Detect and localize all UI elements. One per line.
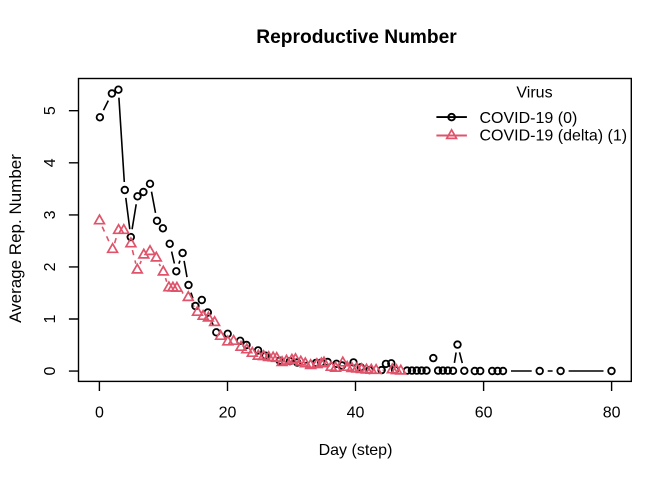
svg-text:3: 3 <box>42 210 59 219</box>
svg-text:20: 20 <box>219 404 237 421</box>
svg-text:0: 0 <box>42 367 59 376</box>
svg-text:2: 2 <box>42 262 59 271</box>
svg-text:80: 80 <box>603 404 621 421</box>
svg-text:0: 0 <box>95 404 104 421</box>
svg-text:Reproductive Number: Reproductive Number <box>256 27 457 48</box>
svg-text:Virus: Virus <box>516 84 552 101</box>
svg-text:1: 1 <box>42 314 59 323</box>
svg-text:COVID-19 (delta) (1): COVID-19 (delta) (1) <box>480 128 628 145</box>
svg-text:COVID-19 (0): COVID-19 (0) <box>480 110 578 127</box>
svg-text:Average Rep. Number: Average Rep. Number <box>6 154 25 323</box>
svg-text:5: 5 <box>42 106 59 115</box>
svg-text:60: 60 <box>475 404 493 421</box>
svg-text:40: 40 <box>347 404 365 421</box>
svg-text:4: 4 <box>42 158 59 167</box>
svg-text:Day (step): Day (step) <box>319 442 393 459</box>
